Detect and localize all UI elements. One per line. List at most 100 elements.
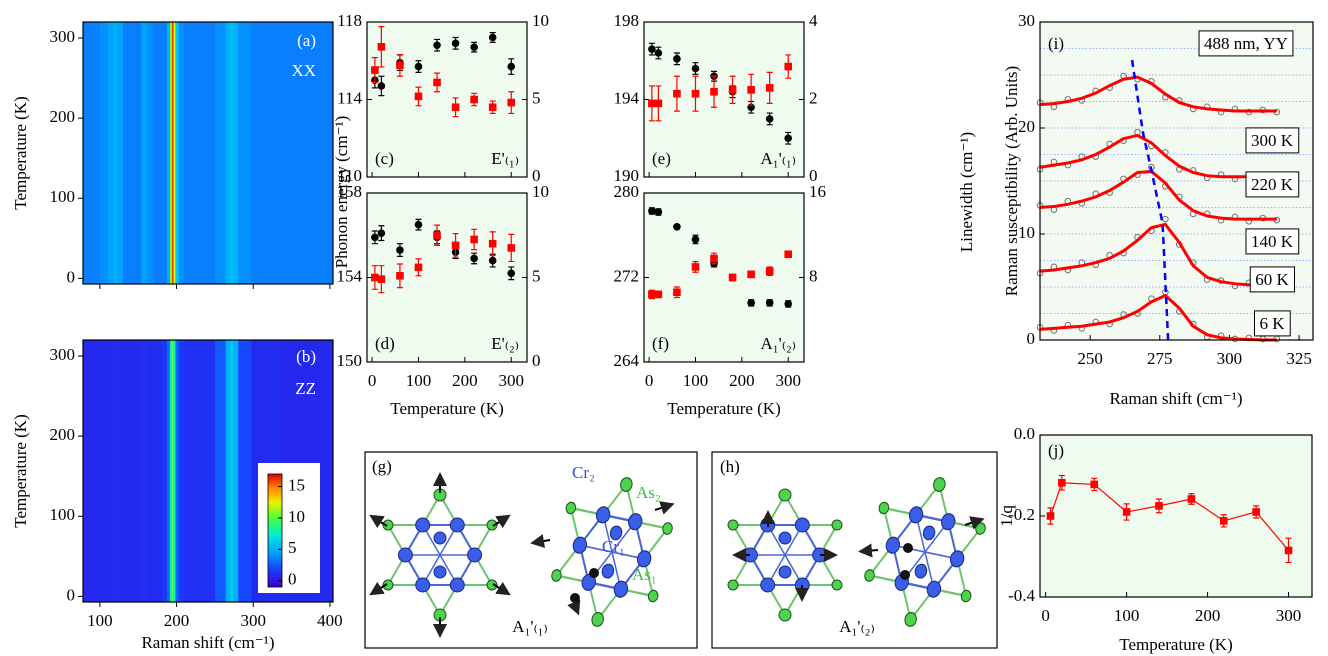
heatmap-stripe [238,340,252,602]
y-tick-label: 100 [50,505,76,524]
colorbar-tick-label: 0 [288,570,297,589]
colorbar [268,474,282,587]
heatmap-stripe [132,22,141,284]
y2-tick-label: 4 [809,11,818,30]
y-tick-label: 300 [50,27,76,46]
heatmap-stripe [113,22,117,284]
data-point [470,96,478,104]
y-tick-label: 300 [50,345,76,364]
atom [589,568,599,578]
data-point [655,291,663,299]
heatmap-stripe [123,340,133,602]
arrow [866,550,878,551]
heatmap-stripe [161,340,167,602]
y2-tick-label: 8 [809,266,818,285]
data-point [648,45,656,53]
heatmap-stripe [226,340,231,602]
x-tick-label: 100 [406,371,432,390]
colorbar-tick-label: 15 [288,475,305,494]
data-point [396,246,404,254]
atom [570,593,580,603]
data-point [507,269,515,277]
atom [900,570,910,580]
data-point [378,229,386,237]
data-point [470,236,478,244]
data-point [470,255,478,263]
data-point [489,34,497,42]
data-point [784,250,792,258]
data-point [1090,481,1098,489]
heatmap-stripe [108,340,114,602]
heatmap-stripe [198,340,216,602]
heatmap-stripe [83,22,90,284]
data-point [1123,508,1131,516]
data-point [1252,508,1260,516]
x-tick-label: 300 [1217,349,1243,368]
y-tick-label: 200 [50,425,76,444]
x-axis-label: Temperature (K) [390,399,504,418]
heatmap-stripe [113,340,117,602]
panel-label: (e) [652,149,671,168]
data-point [415,93,423,101]
panel-label: (g) [372,457,392,476]
heatmap-stripe [100,22,108,284]
data-point [396,62,404,70]
data-point [655,49,663,57]
data-point [470,43,478,51]
data-point [1220,517,1228,525]
heatmap-stripe [215,22,226,284]
heatmap-stripe [251,22,280,284]
data-point [1047,512,1055,520]
atom-label: As₁ [632,565,657,584]
data-point [1155,502,1163,510]
data-point [396,272,404,280]
heatmap-stripe [147,22,154,284]
panel-label: (i) [1048,34,1064,53]
heatmap-stripe [184,22,198,284]
mode-label: E'₍₁₎ [491,149,519,168]
panel-label: (j) [1048,441,1064,460]
heatmap-stripe [175,340,179,602]
data-point [371,274,379,282]
x-axis-label: Temperature (K) [1119,635,1233,654]
heatmap-stripe [141,340,147,602]
x-axis-label: Temperature (K) [667,399,781,418]
data-point [784,300,792,308]
heatmap-stripe [233,22,238,284]
y-axis-label: Temperature (K) [11,96,30,210]
y-tick-label: 280 [614,182,640,201]
heatmap-stripe [154,22,162,284]
y-tick-label: 194 [614,88,640,107]
data-point [655,208,663,216]
x-tick-label: 0 [645,371,654,390]
figure: (g) Cr₂ As₂ Cr₁ As₁ A₁'₍₁₎ (h) A₁'₍₂₎ 01… [0,0,1328,656]
data-point [507,244,515,252]
data-point [371,234,379,242]
heatmap-stripe [108,22,114,284]
y-tick-label: 118 [337,11,362,30]
heatmap-stripe [100,340,108,602]
data-point [673,223,681,231]
heatmap-stripe [316,22,333,284]
data-point [378,275,386,283]
x-tick-label: 300 [775,371,801,390]
y2-tick-label: 5 [532,266,541,285]
heatmap-stripe [233,340,238,602]
data-point [784,134,792,142]
data-point [648,291,656,299]
data-point [784,63,792,71]
y2-axis-label: Linewidth (cm⁻¹) [957,132,976,252]
mode-label: A₁'₍₂₎ [839,617,875,636]
heatmap-stripe [117,22,123,284]
y2-tick-label: 2 [809,88,818,107]
data-point [692,65,700,73]
heatmap-stripe [117,340,123,602]
data-point [378,43,386,51]
data-point [433,79,441,87]
legend-label: 220 K [1251,175,1294,194]
data-point [1058,479,1066,487]
x-tick-label: 200 [729,371,755,390]
x-tick-label: 325 [1286,349,1312,368]
heatmap-stripe [230,22,234,284]
heatmap-stripe [226,22,231,284]
